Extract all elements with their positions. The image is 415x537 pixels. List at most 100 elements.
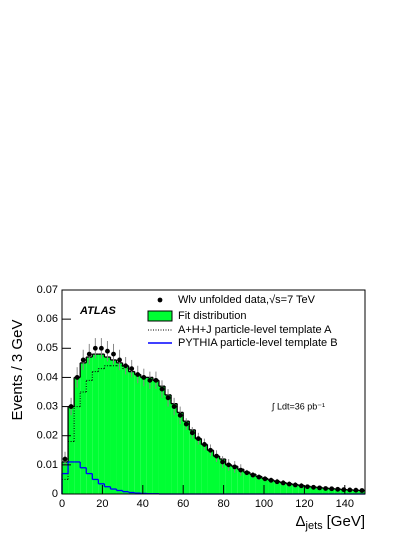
- legend-label: PYTHIA particle-level template B: [178, 337, 338, 349]
- data-point: [317, 485, 322, 491]
- y-axis-label: Events / 3 GeV: [9, 320, 26, 421]
- x-tick-label: 20: [96, 498, 108, 510]
- data-point: [244, 470, 250, 476]
- histogram-bar: [74, 377, 81, 494]
- data-point: [171, 404, 177, 409]
- y-tick-label: 0.04: [37, 371, 58, 383]
- data-point: [335, 486, 341, 492]
- histogram-bar: [92, 354, 99, 494]
- data-point: [256, 474, 262, 480]
- data-point: [202, 442, 207, 447]
- data-point: [238, 467, 244, 473]
- data-point: [208, 447, 213, 453]
- x-axis-label: Δjets [GeV]: [295, 513, 365, 532]
- y-tick-label: 0.06: [37, 313, 58, 325]
- histogram-bar: [122, 365, 129, 494]
- histogram-bar: [146, 377, 153, 494]
- x-tick-label: 0: [59, 498, 65, 510]
- x-tick-label: 120: [295, 498, 313, 510]
- histogram-bar: [68, 406, 75, 494]
- histogram-bar: [286, 483, 293, 494]
- histogram-bar: [104, 357, 111, 494]
- data-point: [280, 480, 286, 486]
- histogram-bar: [201, 444, 208, 494]
- x-tick-label: 60: [177, 498, 189, 510]
- histogram-bar: [213, 456, 220, 494]
- histogram-bar: [268, 480, 275, 494]
- legend-label: A+H+J particle-level template A: [178, 324, 332, 336]
- data-point: [195, 436, 201, 442]
- data-point: [359, 488, 365, 493]
- data-point: [98, 345, 104, 351]
- y-tick-label: 0.02: [37, 430, 58, 442]
- histogram-bar: [316, 487, 323, 494]
- data-point: [311, 484, 316, 490]
- histogram-bar: [110, 359, 117, 494]
- histogram-bar: [140, 377, 147, 494]
- x-label-symbol: Δ: [295, 513, 305, 530]
- data-point: [189, 430, 195, 436]
- histogram-bar: [165, 394, 172, 494]
- histogram-bar: [62, 461, 69, 494]
- data-point: [177, 412, 183, 418]
- y-tick-label: 0.07: [37, 284, 58, 296]
- data-point: [135, 372, 141, 377]
- y-tick-label: 0.01: [37, 459, 58, 471]
- x-tick-label: 140: [336, 498, 354, 510]
- data-point: [329, 486, 335, 492]
- histogram-bar: [158, 386, 166, 494]
- histogram-bar: [98, 354, 105, 494]
- histogram-bar: [243, 472, 250, 494]
- data-point: [305, 484, 310, 490]
- histogram-bar: [116, 362, 123, 494]
- data-point: [141, 375, 147, 380]
- data-point: [153, 377, 159, 383]
- data-point: [105, 348, 110, 354]
- data-point: [74, 375, 80, 380]
- data-point: [129, 366, 135, 372]
- data-point: [286, 481, 292, 487]
- experiment-label: ATLAS: [79, 305, 117, 317]
- data-point: [183, 421, 189, 427]
- histogram-bar: [128, 371, 135, 494]
- data-point: [165, 395, 171, 401]
- histogram-bar: [328, 488, 335, 494]
- histogram-bar: [225, 464, 232, 494]
- data-point: [62, 456, 68, 462]
- data-point: [232, 464, 238, 470]
- legend-marker: [157, 297, 163, 303]
- data-point: [323, 486, 329, 491]
- data-point: [159, 386, 165, 392]
- data-point: [341, 487, 347, 493]
- data-point: [220, 459, 225, 465]
- histogram-bar: [255, 476, 262, 494]
- data-point: [117, 357, 122, 363]
- data-point: [80, 357, 86, 363]
- histogram-bar: [219, 459, 226, 494]
- data-point: [92, 345, 98, 351]
- annotation: ∫ Ldt=36 pb⁻¹: [271, 401, 325, 411]
- data-point: [250, 472, 256, 478]
- data-point: [274, 479, 280, 485]
- data-point: [292, 482, 298, 488]
- data-point: [86, 351, 92, 357]
- x-label-subscript: jets: [305, 520, 324, 532]
- x-label-unit: [GeV]: [327, 513, 365, 530]
- data-point: [111, 351, 116, 357]
- histogram-bar: [310, 487, 317, 494]
- histogram-bar: [231, 466, 238, 494]
- x-tick-label: 80: [217, 498, 229, 510]
- histogram-bar: [177, 412, 184, 494]
- data-point: [298, 483, 304, 489]
- histogram-bar: [152, 380, 159, 494]
- histogram-bar: [189, 429, 196, 494]
- x-tick-label: 40: [137, 498, 149, 510]
- histogram-bar: [292, 484, 299, 494]
- data-point: [262, 476, 268, 482]
- data-point: [226, 462, 232, 468]
- data-point: [347, 487, 353, 493]
- histogram-bar: [80, 362, 87, 494]
- y-tick-label: 0.05: [37, 342, 58, 354]
- histogram-bar: [86, 357, 93, 494]
